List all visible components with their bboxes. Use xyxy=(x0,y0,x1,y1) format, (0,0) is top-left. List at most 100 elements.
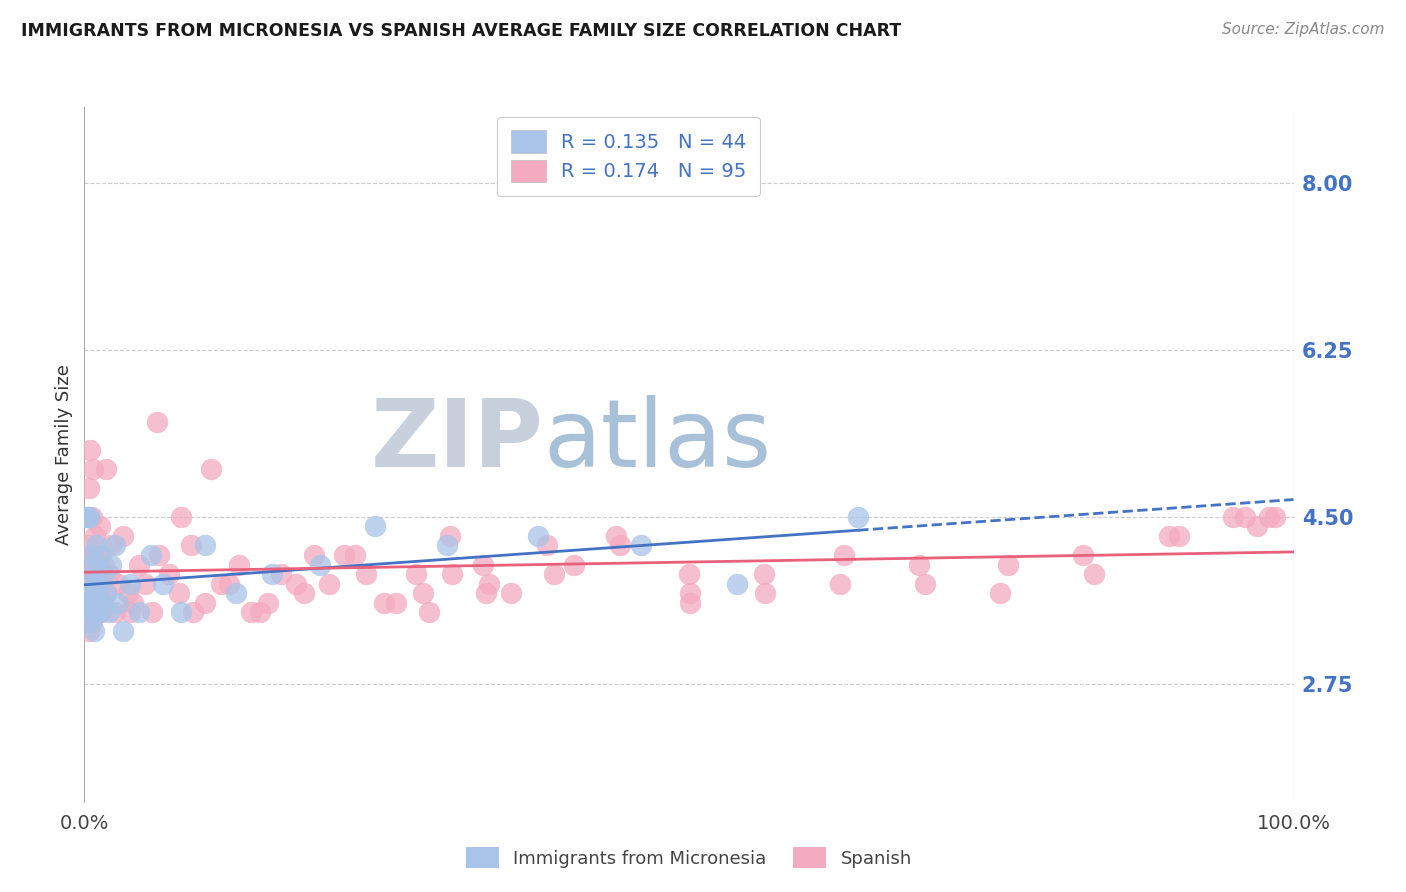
Point xyxy=(76,605,98,619)
Point xyxy=(91,576,114,591)
Point xyxy=(107,596,129,610)
Point xyxy=(90,605,112,619)
Point xyxy=(309,558,332,572)
Point xyxy=(104,605,127,619)
Point xyxy=(75,576,97,591)
Point xyxy=(94,462,117,476)
Point xyxy=(439,529,461,543)
Point xyxy=(1083,567,1105,582)
Point xyxy=(725,576,748,591)
Point xyxy=(128,558,150,572)
Point xyxy=(77,539,100,553)
Point xyxy=(80,509,103,524)
Point xyxy=(225,586,247,600)
Point xyxy=(846,509,869,524)
Point xyxy=(86,548,108,562)
Point xyxy=(907,558,929,572)
Point xyxy=(1071,548,1094,562)
Point xyxy=(228,558,250,572)
Point xyxy=(1157,529,1180,543)
Text: atlas: atlas xyxy=(544,395,772,487)
Point xyxy=(152,576,174,591)
Point xyxy=(257,596,280,610)
Point xyxy=(679,586,702,600)
Point xyxy=(94,586,117,600)
Point xyxy=(605,529,627,543)
Point xyxy=(472,558,495,572)
Point xyxy=(83,586,105,600)
Point xyxy=(84,558,107,572)
Point xyxy=(1246,519,1268,533)
Point xyxy=(76,596,98,610)
Point xyxy=(77,596,100,610)
Point xyxy=(167,586,190,600)
Point xyxy=(678,567,700,582)
Point xyxy=(501,586,523,600)
Point xyxy=(218,576,240,591)
Point xyxy=(830,576,852,591)
Point xyxy=(181,605,204,619)
Point xyxy=(128,605,150,619)
Point xyxy=(754,586,776,600)
Point xyxy=(80,596,103,610)
Point xyxy=(89,605,111,619)
Point xyxy=(318,576,340,591)
Point xyxy=(294,586,316,600)
Point xyxy=(83,605,105,619)
Point xyxy=(405,567,427,582)
Point xyxy=(997,558,1019,572)
Point xyxy=(90,548,112,562)
Point xyxy=(97,605,120,619)
Point xyxy=(83,567,105,582)
Point xyxy=(988,586,1011,600)
Point xyxy=(86,576,108,591)
Point xyxy=(543,567,565,582)
Point xyxy=(84,596,107,610)
Point xyxy=(79,567,101,582)
Point xyxy=(914,576,936,591)
Point xyxy=(82,548,104,562)
Point xyxy=(270,567,292,582)
Point xyxy=(86,567,108,582)
Point xyxy=(83,624,105,639)
Point xyxy=(87,596,110,610)
Point xyxy=(84,576,107,591)
Point xyxy=(249,605,271,619)
Point xyxy=(333,548,356,562)
Point xyxy=(302,548,325,562)
Point xyxy=(86,539,108,553)
Point xyxy=(478,576,501,591)
Text: ZIP: ZIP xyxy=(371,395,544,487)
Point xyxy=(170,509,193,524)
Point xyxy=(120,605,142,619)
Point xyxy=(146,415,169,429)
Legend: Immigrants from Micronesia, Spanish: Immigrants from Micronesia, Spanish xyxy=(457,838,921,877)
Point xyxy=(80,615,103,629)
Point xyxy=(157,567,180,582)
Point xyxy=(363,519,385,533)
Point xyxy=(100,558,122,572)
Text: IMMIGRANTS FROM MICRONESIA VS SPANISH AVERAGE FAMILY SIZE CORRELATION CHART: IMMIGRANTS FROM MICRONESIA VS SPANISH AV… xyxy=(21,22,901,40)
Point xyxy=(77,481,100,495)
Point xyxy=(385,596,408,610)
Point xyxy=(80,576,103,591)
Point xyxy=(86,605,108,619)
Point xyxy=(194,596,217,610)
Point xyxy=(82,586,104,600)
Point xyxy=(89,519,111,533)
Point xyxy=(240,605,263,619)
Point xyxy=(117,586,139,600)
Point xyxy=(93,567,115,582)
Y-axis label: Average Family Size: Average Family Size xyxy=(55,365,73,545)
Point xyxy=(344,548,367,562)
Point xyxy=(121,596,143,610)
Point xyxy=(77,615,100,629)
Point xyxy=(412,586,434,600)
Point xyxy=(170,605,193,619)
Point xyxy=(82,605,104,619)
Point xyxy=(679,596,702,610)
Point xyxy=(209,576,232,591)
Point xyxy=(436,539,458,553)
Point xyxy=(527,529,550,543)
Point xyxy=(475,586,498,600)
